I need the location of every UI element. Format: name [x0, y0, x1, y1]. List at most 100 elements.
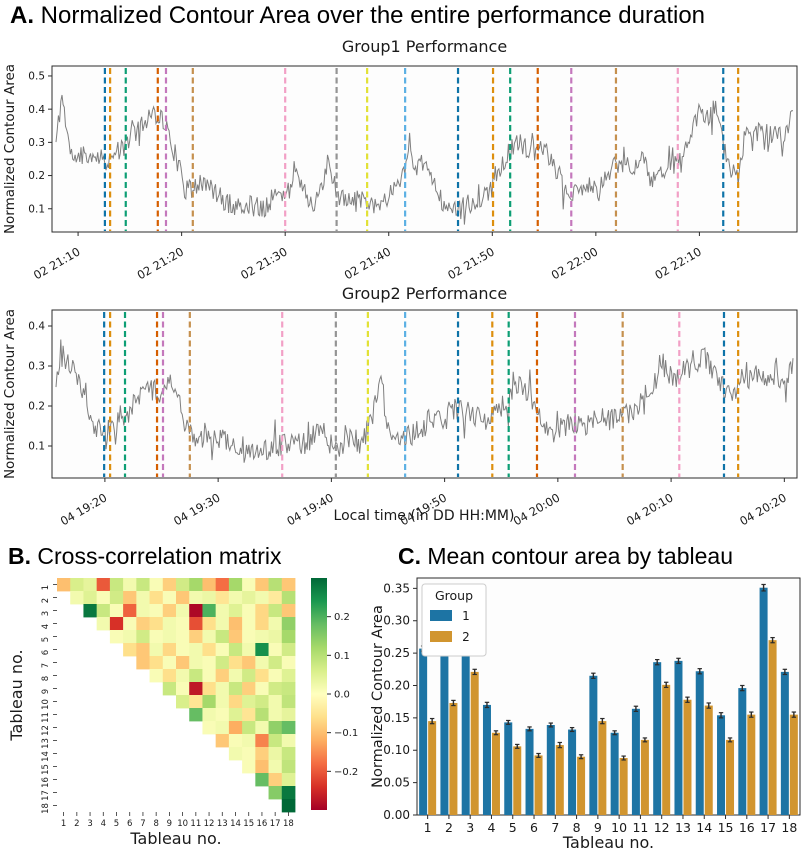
svg-text:5: 5 [114, 819, 119, 829]
svg-text:16: 16 [739, 820, 755, 835]
panel-c-label: C. [398, 543, 421, 569]
svg-text:0.4: 0.4 [28, 104, 45, 116]
svg-text:10: 10 [177, 819, 188, 829]
svg-text:1: 1 [424, 820, 432, 835]
svg-text:04 19:30: 04 19:30 [171, 490, 223, 528]
svg-text:2: 2 [74, 819, 79, 829]
svg-text:13: 13 [217, 819, 228, 829]
svg-text:0.1: 0.1 [28, 203, 45, 215]
svg-text:0.0: 0.0 [334, 690, 350, 701]
svg-text:0.00: 0.00 [383, 808, 410, 822]
svg-text:0.2: 0.2 [334, 612, 350, 623]
svg-text:11: 11 [632, 820, 648, 835]
svg-text:12: 12 [204, 819, 215, 829]
svg-text:7: 7 [140, 819, 145, 829]
tableau-event-lines [103, 68, 740, 231]
svg-text:0.35: 0.35 [383, 581, 410, 595]
svg-text:17: 17 [41, 790, 51, 801]
panel-b-heading: B. Cross-correlation matrix [8, 543, 282, 570]
panel-b-title: Cross-correlation matrix [37, 543, 282, 569]
panel-c-heading: C. Mean contour area by tableau [398, 543, 733, 570]
svg-text:0.10: 0.10 [383, 743, 410, 757]
y-axis-label: Normalized Contour Area [2, 309, 18, 479]
svg-text:6: 6 [530, 820, 538, 835]
panel-a-label: A. [10, 2, 34, 29]
svg-text:15: 15 [41, 764, 51, 775]
group1-timeseries-plot: Group1 Performance Normalized Contour Are… [2, 37, 798, 282]
svg-text:9: 9 [167, 819, 172, 829]
svg-text:0.25: 0.25 [383, 646, 410, 660]
colorbar: 0.2 0.1 0.0 −0.1 −0.2 [311, 578, 358, 810]
svg-text:04 20:20: 04 20:20 [737, 490, 789, 528]
plot-title: Group2 Performance [342, 284, 507, 303]
contour-area-series [55, 94, 794, 225]
svg-text:14: 14 [230, 819, 241, 829]
svg-text:0.3: 0.3 [28, 361, 45, 373]
svg-text:8: 8 [573, 820, 581, 835]
svg-text:0.15: 0.15 [383, 711, 410, 725]
x-axis-ticks: 02 21:10 02 21:20 02 21:30 02 21:40 02 21:50… [31, 232, 704, 282]
svg-text:6: 6 [127, 819, 132, 829]
svg-text:8: 8 [41, 676, 51, 681]
svg-text:0.3: 0.3 [28, 137, 45, 149]
plot-frame [51, 65, 798, 233]
panel-a-heading: A. Normalized Contour Area over the enti… [10, 2, 705, 30]
svg-text:13: 13 [675, 820, 691, 835]
svg-text:Group: Group [435, 588, 473, 603]
svg-text:1: 1 [61, 819, 66, 829]
svg-text:0.30: 0.30 [383, 614, 410, 628]
svg-text:10: 10 [41, 699, 51, 710]
svg-text:02 21:20: 02 21:20 [135, 244, 187, 282]
svg-text:9: 9 [41, 689, 51, 694]
svg-text:2: 2 [462, 630, 470, 644]
svg-text:0.4: 0.4 [28, 321, 45, 333]
y-axis-ticks: 0.00 0.05 0.10 0.15 0.20 0.25 0.30 0.35 [383, 581, 417, 822]
svg-text:02 21:40: 02 21:40 [342, 244, 394, 282]
legend: Group 1 2 [421, 583, 487, 657]
svg-text:02 21:50: 02 21:50 [445, 244, 497, 282]
svg-text:1: 1 [41, 585, 51, 590]
svg-text:0.05: 0.05 [383, 776, 410, 790]
plot-frame [51, 309, 798, 479]
svg-text:7: 7 [41, 663, 51, 668]
contour-area-series [55, 339, 794, 463]
svg-text:04 20:00: 04 20:00 [511, 490, 563, 528]
svg-text:16: 16 [41, 777, 51, 788]
svg-text:0.5: 0.5 [28, 71, 45, 83]
svg-text:0.2: 0.2 [28, 170, 45, 182]
svg-text:4: 4 [487, 820, 495, 835]
svg-text:11: 11 [190, 819, 201, 829]
group2-timeseries-plot: Group2 Performance Normalized Contour Are… [2, 284, 798, 528]
svg-text:18: 18 [781, 820, 797, 835]
mean-contour-bar-chart: 0.000.050.100.150.200.250.300.351 2 3 4 5 6 7 8… [370, 577, 801, 852]
svg-text:15: 15 [243, 819, 254, 829]
bar-y-label: Normalized Contour Area [370, 605, 386, 788]
svg-text:16: 16 [257, 819, 268, 829]
svg-text:02 22:00: 02 22:00 [549, 244, 601, 282]
svg-text:3: 3 [87, 819, 92, 829]
svg-text:02 21:10: 02 21:10 [31, 244, 83, 282]
svg-text:10: 10 [611, 820, 627, 835]
heatmap-x-label: Tableau no. [129, 829, 221, 848]
svg-text:0.20: 0.20 [383, 678, 410, 692]
svg-text:0.1: 0.1 [28, 441, 45, 453]
heatmap-col-labels: 1 2 3 4 5 6 7 8 9 10 11 12 13 14 15 16 17 18 [61, 812, 294, 829]
svg-text:7: 7 [551, 820, 559, 835]
tableau-event-lines [103, 312, 740, 477]
heatmap-y-label: Tableau no. [7, 649, 26, 741]
panel-a-title: Normalized Contour Area over the entire … [40, 2, 706, 29]
svg-text:02 21:30: 02 21:30 [238, 244, 290, 282]
svg-text:3: 3 [466, 820, 474, 835]
x-axis-ticks: 1 2 3 4 5 6 7 8 9 10 11 12 13 14 15 16 17 18 [424, 815, 797, 835]
svg-text:04 20:10: 04 20:10 [624, 490, 676, 528]
heatmap-cells [57, 578, 296, 813]
svg-text:9: 9 [594, 820, 602, 835]
svg-text:−0.1: −0.1 [334, 728, 358, 739]
svg-text:2: 2 [445, 820, 453, 835]
y-axis-label: Normalized Contour Area [2, 64, 18, 234]
y-axis-ticks: 0.1 0.2 0.3 0.4 0.5 [28, 71, 52, 215]
plot-title: Group1 Performance [342, 37, 507, 56]
